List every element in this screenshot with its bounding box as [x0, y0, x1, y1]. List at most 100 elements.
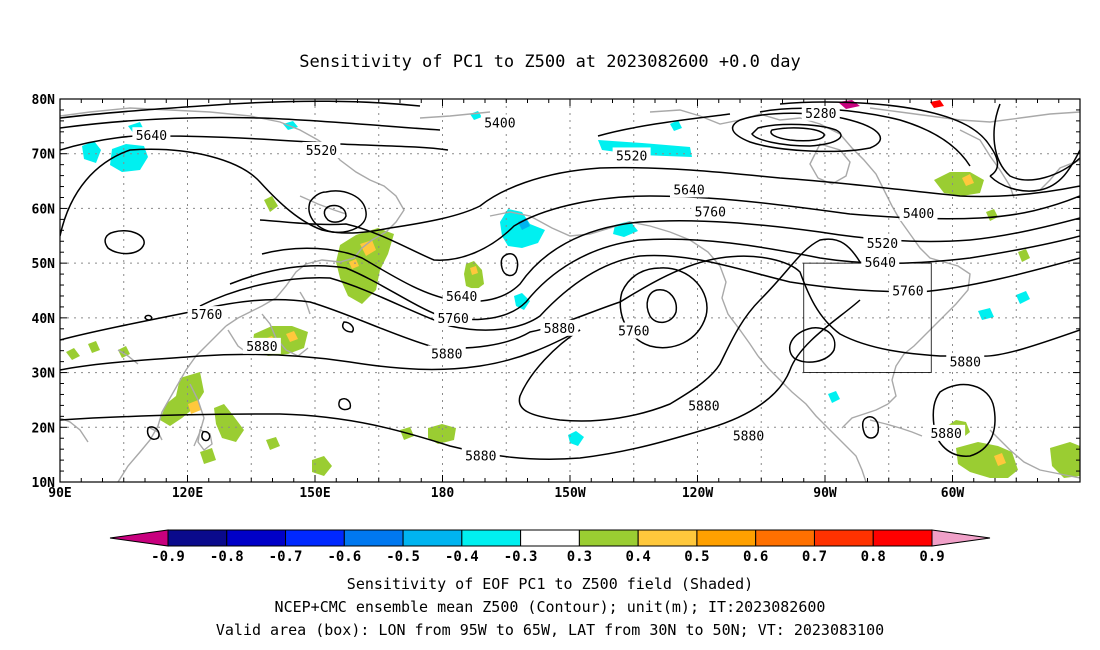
lat-label: 20N: [32, 421, 56, 436]
contour-label: 5520: [302, 141, 341, 159]
colorbar-labels: -0.9 -0.8 -0.7 -0.6 -0.5 -0.4 -0.3 0.3 0.4 0.5 0.6…: [151, 549, 945, 565]
contour-label-halo: [434, 309, 473, 326]
colorbar-segment: [461, 529, 522, 547]
contour-label: 5880: [729, 427, 768, 445]
contour-label: 5640: [861, 254, 900, 271]
colorbar-label: 0.3: [567, 549, 592, 565]
contour-label-halo: [801, 104, 840, 121]
contour-label-text: 5760: [892, 285, 923, 300]
contour-label-text: 5760: [191, 308, 222, 323]
longitude-labels: 90E 120E 150E 180 150W 120W 90W 60W: [48, 486, 964, 501]
contour-label-halo: [132, 127, 171, 144]
contour-label-halo: [691, 203, 730, 220]
contour-label: 5760: [691, 203, 730, 220]
contour-label: 5400: [899, 204, 938, 222]
contour-label: 5760: [434, 309, 473, 327]
contour-label-halo: [242, 337, 281, 354]
colorbar-label: 0.6: [743, 549, 768, 565]
contour-label-text: 5880: [688, 399, 719, 414]
colorbar: [109, 529, 991, 547]
contour-label-text: 5760: [695, 205, 726, 220]
contour-label: 5400: [480, 114, 519, 132]
lat-label: 10N: [32, 476, 56, 491]
colorbar-label: 0.4: [626, 549, 651, 565]
contour-label-halo: [302, 141, 341, 158]
lon-label: 90W: [813, 486, 837, 501]
lat-label: 30N: [32, 367, 56, 382]
caption-line-3: Valid area (box): LON from 95W to 65W, L…: [216, 621, 884, 639]
caption-line-2: NCEP+CMC ensemble mean Z500 (Contour); u…: [275, 598, 826, 616]
colorbar-segment: [520, 529, 580, 547]
contour-label-text: 5640: [865, 256, 896, 271]
lat-label: 60N: [32, 202, 56, 217]
latitude-labels: 80N 70N 60N 50N 40N 30N 20N 10N: [32, 93, 56, 491]
contour-label-halo: [480, 114, 519, 131]
contour-label-text: 5520: [306, 144, 337, 159]
z500-contours: [60, 100, 1080, 460]
lon-label: 150W: [554, 486, 585, 501]
colorbar-segment: [402, 529, 463, 547]
contour-label: 5760: [187, 306, 226, 323]
contour-label-text: 5880: [544, 322, 575, 337]
contour-label-text: 5880: [950, 356, 981, 371]
contour-label-halo: [461, 447, 500, 464]
contour-label: 5880: [927, 424, 966, 442]
map-gridlines: [60, 99, 1080, 482]
contour-label-halo: [888, 282, 927, 299]
lon-label: 120W: [682, 486, 713, 501]
contour-label-text: 5640: [136, 129, 167, 144]
contour-label-halo: [614, 322, 653, 339]
contour-label: 5640: [670, 181, 708, 198]
colorbar-label: -0.9: [151, 549, 185, 565]
contour-label-halo: [861, 254, 900, 271]
colorbar-segment: [755, 529, 815, 547]
contour-label: 5880: [684, 397, 723, 414]
lat-label: 80N: [32, 93, 56, 108]
colorbar-label: 0.9: [919, 549, 944, 565]
contour-label: 5880: [242, 337, 281, 355]
contour-label-text: 5760: [437, 312, 468, 327]
contour-label-text: 5400: [903, 207, 934, 222]
contour-label-halo: [946, 353, 985, 370]
colorbar-label: -0.4: [445, 549, 479, 565]
lon-label: 120E: [172, 486, 203, 501]
contour-label: 5640: [442, 288, 481, 305]
contour-label-halo: [684, 397, 723, 414]
contour-label-halo: [729, 427, 768, 444]
contour-label: 5280: [801, 104, 840, 122]
contour-label: 5640: [132, 127, 171, 144]
contour-label-halo: [427, 345, 466, 362]
contour-label-text: 5760: [618, 325, 649, 340]
contour-label: 5760: [888, 282, 927, 300]
colorbar-segment: [226, 529, 287, 547]
contour-label-text: 5400: [484, 117, 515, 132]
contour-label-text: 5640: [673, 183, 704, 198]
colorbar-high-triangle: [931, 529, 991, 547]
lon-label: 90E: [48, 486, 71, 501]
colorbar-segment: [578, 529, 639, 547]
contour-label: 5880: [946, 353, 985, 371]
contour-label: 5520: [863, 234, 902, 252]
contour-label-halo: [899, 204, 938, 221]
contour-label-halo: [540, 319, 579, 336]
colorbar-label: -0.3: [504, 549, 538, 565]
colorbar-low-triangle: [109, 529, 169, 547]
contour-label-text: 5880: [930, 427, 961, 442]
contour-label-halo: [442, 288, 481, 305]
contour-label: 5880: [461, 447, 500, 464]
lon-label: 150E: [299, 486, 330, 501]
contour-label-text: 5640: [446, 290, 477, 305]
colorbar-label: 0.7: [802, 549, 827, 565]
lon-label: 60W: [941, 486, 965, 501]
colorbar-label: -0.6: [327, 549, 361, 565]
contour-label-halo: [670, 181, 708, 198]
colorbar-segment: [696, 529, 757, 547]
lon-label: 180: [431, 486, 455, 501]
colorbar-segment: [813, 529, 874, 547]
colorbar-segment: [872, 529, 933, 547]
contour-label: 5880: [427, 345, 466, 363]
colorbar-label: -0.7: [269, 549, 303, 565]
colorbar-label: 0.5: [684, 549, 709, 565]
contour-label-halo: [863, 234, 902, 251]
